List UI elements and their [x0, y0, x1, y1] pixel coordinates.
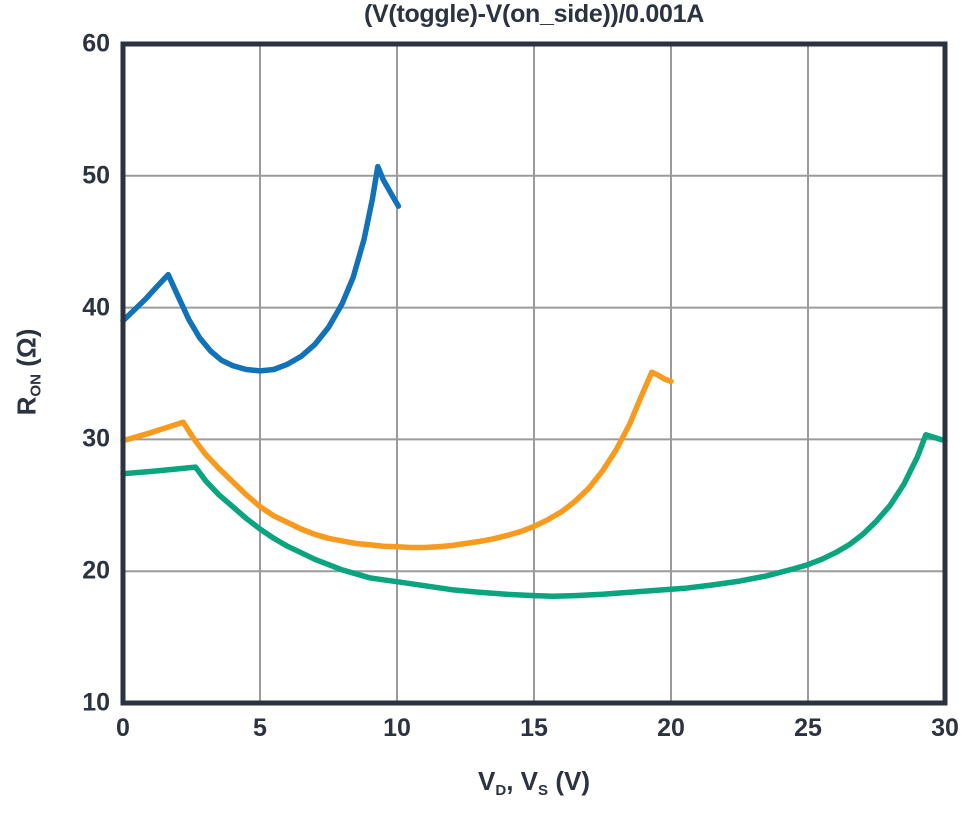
series-curve-blue [120, 163, 402, 374]
axis-label-text: V [478, 766, 496, 796]
series-curve-green [120, 432, 948, 599]
plot-border [120, 41, 948, 706]
axis-label-subscript: D [495, 782, 507, 800]
x-axis-label: VD, VS (V) [123, 766, 945, 800]
chart-title: (V(toggle)-V(on_side))/0.001A [364, 0, 704, 28]
axis-label-subscript: S [538, 782, 549, 800]
axis-label-text: , V [506, 766, 539, 796]
axis-label-text: (V) [548, 766, 590, 796]
series-curve-orange [120, 369, 674, 551]
